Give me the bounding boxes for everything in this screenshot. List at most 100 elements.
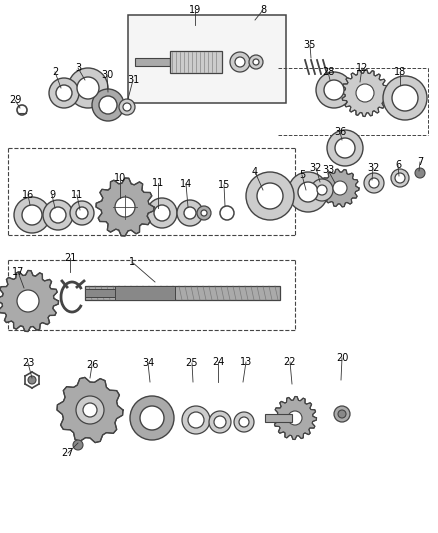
Text: 22: 22 [284,357,296,367]
Circle shape [99,96,117,114]
Circle shape [239,417,249,427]
Circle shape [119,99,135,115]
Circle shape [154,205,170,221]
Text: 30: 30 [101,70,113,80]
Text: 34: 34 [142,358,154,368]
Circle shape [22,205,42,225]
Bar [128,15,286,103]
Circle shape [70,201,94,225]
Circle shape [77,77,99,99]
Circle shape [184,207,196,219]
Text: 16: 16 [22,190,34,200]
Circle shape [298,182,318,202]
Text: 28: 28 [322,67,334,77]
Text: 33: 33 [322,165,334,175]
Circle shape [316,72,352,108]
Text: 14: 14 [180,179,192,189]
Circle shape [324,80,344,100]
Text: 25: 25 [186,358,198,368]
Text: 36: 36 [334,127,346,137]
Text: 32: 32 [367,163,379,173]
Circle shape [14,197,50,233]
Circle shape [140,406,164,430]
Text: 17: 17 [12,267,24,277]
Circle shape [177,200,203,226]
Circle shape [230,52,250,72]
Text: 12: 12 [356,63,368,73]
Text: 15: 15 [218,180,230,190]
Circle shape [76,207,88,219]
Polygon shape [273,397,317,440]
Circle shape [234,412,254,432]
Text: 7: 7 [417,157,423,167]
Circle shape [73,440,83,450]
Bar [85,286,280,300]
Text: 32: 32 [310,163,322,173]
Circle shape [327,130,363,166]
Text: 24: 24 [212,357,224,367]
Circle shape [333,181,347,195]
Circle shape [249,55,263,69]
Text: 9: 9 [49,190,55,200]
Text: 1: 1 [129,257,135,267]
Text: 21: 21 [64,253,76,263]
Bar [170,51,222,73]
Circle shape [335,138,355,158]
Circle shape [257,183,283,209]
Text: 27: 27 [62,448,74,458]
Circle shape [17,290,39,312]
Circle shape [235,57,245,67]
Text: 8: 8 [260,5,266,15]
Circle shape [288,172,328,212]
Circle shape [92,89,124,121]
Text: 10: 10 [114,173,126,183]
Circle shape [392,85,418,111]
Circle shape [246,172,294,220]
Circle shape [214,416,226,428]
Circle shape [364,173,384,193]
Circle shape [317,185,327,195]
Text: 2: 2 [52,67,58,77]
Text: 3: 3 [75,63,81,73]
Circle shape [68,68,108,108]
Circle shape [338,410,346,418]
Circle shape [383,76,427,120]
Circle shape [288,411,302,425]
Circle shape [197,206,211,220]
Text: 31: 31 [127,75,139,85]
Circle shape [76,396,104,424]
Circle shape [209,411,231,433]
Circle shape [369,178,379,188]
Polygon shape [96,178,154,236]
Text: 11: 11 [71,190,83,200]
Text: 13: 13 [240,357,252,367]
Text: 23: 23 [22,358,34,368]
Text: 11: 11 [152,178,164,188]
Circle shape [253,59,259,65]
Bar [265,414,292,422]
Text: 5: 5 [299,170,305,180]
Circle shape [182,406,210,434]
Circle shape [43,200,73,230]
Circle shape [188,412,204,428]
Circle shape [395,173,405,183]
Circle shape [123,103,131,111]
Circle shape [49,78,79,108]
Circle shape [50,207,66,223]
Circle shape [115,197,135,217]
Polygon shape [321,169,359,207]
Polygon shape [342,69,389,117]
Bar [85,289,115,297]
Text: 18: 18 [394,67,406,77]
Bar [115,286,175,300]
Polygon shape [57,377,123,442]
Text: 26: 26 [86,360,98,370]
Circle shape [201,210,207,216]
Circle shape [391,169,409,187]
Circle shape [415,168,425,178]
Text: 19: 19 [189,5,201,15]
Text: 6: 6 [395,160,401,170]
Circle shape [356,84,374,102]
Text: 20: 20 [336,353,348,363]
Circle shape [147,198,177,228]
